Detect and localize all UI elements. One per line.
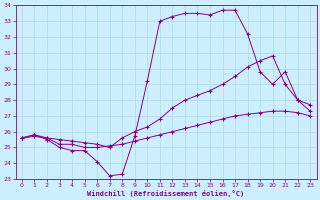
X-axis label: Windchill (Refroidissement éolien,°C): Windchill (Refroidissement éolien,°C) <box>87 190 245 197</box>
